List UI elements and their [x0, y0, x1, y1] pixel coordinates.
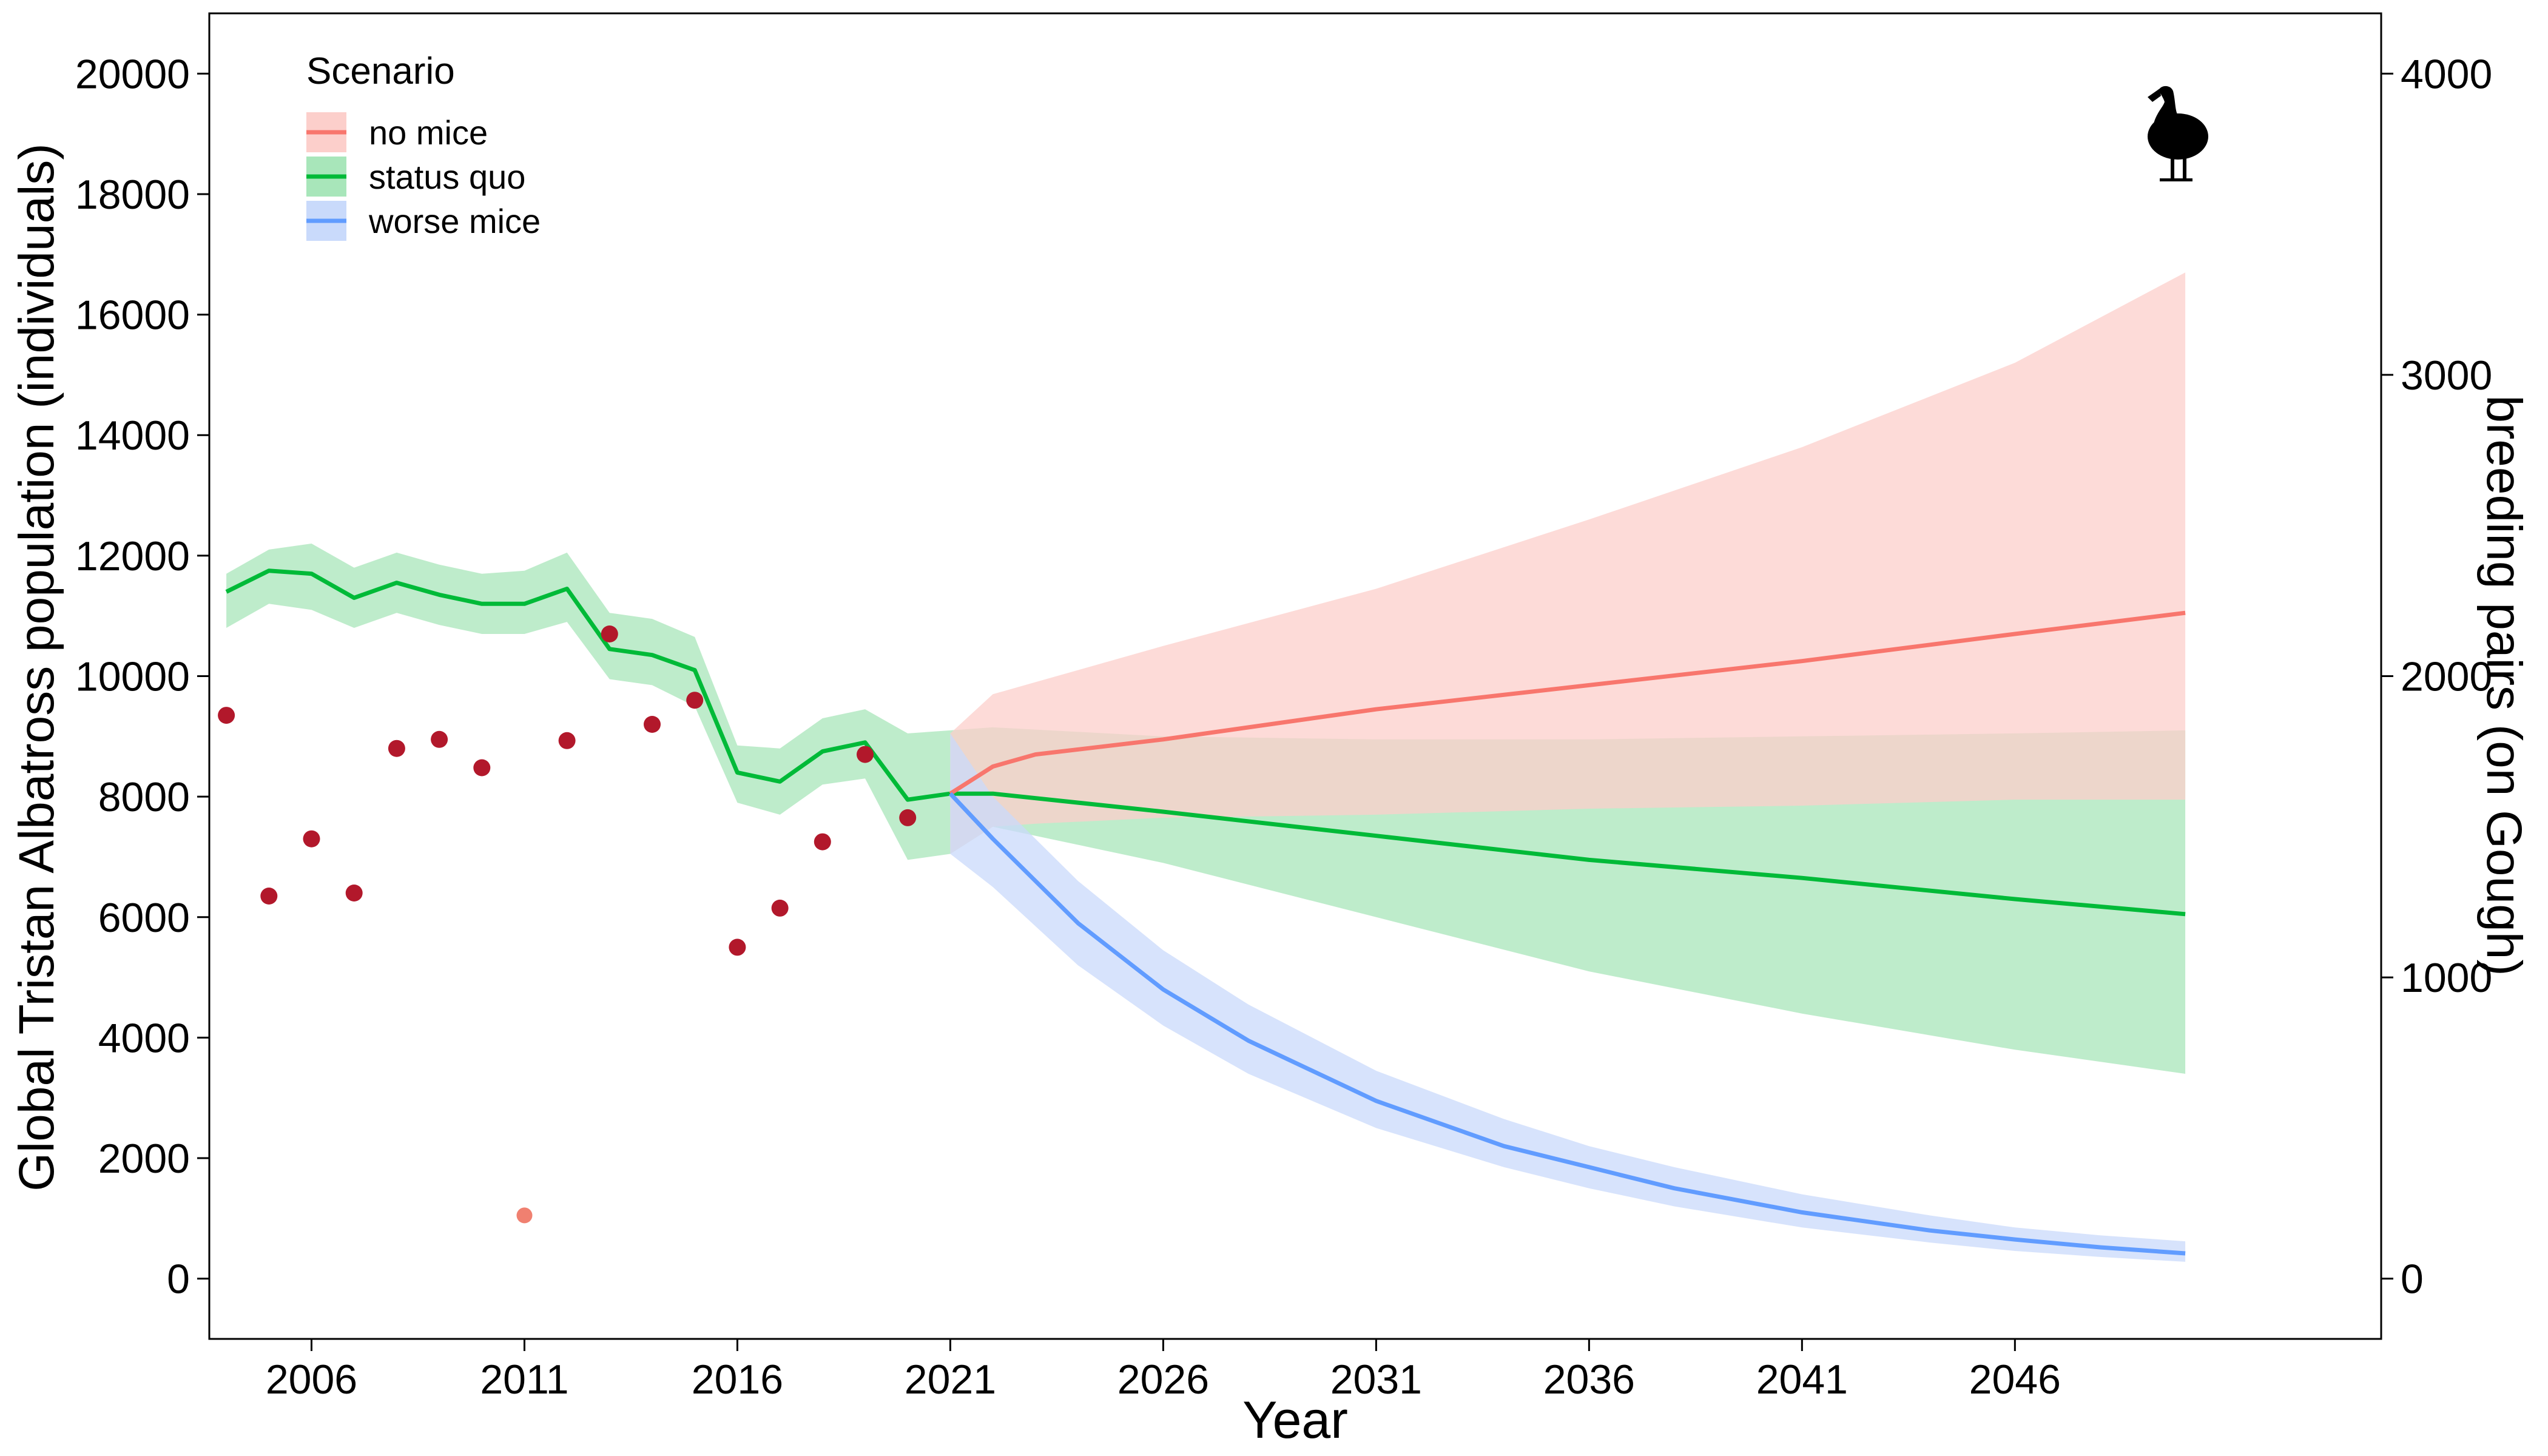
y-right-tick-label: 1000: [2401, 955, 2492, 1001]
y-right-tick-label: 0: [2401, 1256, 2424, 1303]
x-tick-label: 2016: [692, 1357, 783, 1403]
observed-point: [857, 746, 874, 763]
y-tick-label: 18000: [75, 172, 190, 218]
y-tick-label: 14000: [75, 413, 190, 459]
band-worse-mice: [950, 733, 2186, 1262]
y-tick-label: 10000: [75, 654, 190, 700]
y-tick-label: 20000: [75, 51, 190, 97]
observed-point: [558, 732, 576, 749]
y-tick-label: 12000: [75, 533, 190, 579]
line-status-quo-historical: [225, 568, 951, 802]
x-axis-label: Year: [1242, 1391, 1348, 1449]
observed-point: [771, 899, 789, 917]
x-tick-label: 2041: [1756, 1357, 1848, 1403]
legend-label-no-mice: no mice: [369, 113, 488, 152]
y-axis-left: 0 2000 4000 6000 8000 10000 12000 14000 16000 180…: [75, 51, 209, 1303]
observed-point: [388, 740, 405, 757]
y-tick-label: 8000: [98, 774, 190, 820]
observed-points: [218, 625, 917, 1224]
y-axis-label: Global Tristan Albatross population (ind…: [9, 143, 64, 1191]
observed-point: [260, 888, 278, 905]
line-worse-mice: [948, 792, 2186, 1256]
y-right-tick-label: 2000: [2401, 654, 2492, 700]
observed-point: [644, 716, 661, 733]
x-tick-label: 2036: [1543, 1357, 1635, 1403]
x-tick-label: 2046: [1969, 1357, 2061, 1403]
y-tick-label: 0: [167, 1256, 190, 1303]
y-right-tick-label: 4000: [2401, 51, 2492, 97]
observed-point: [814, 833, 831, 851]
observed-point: [601, 625, 618, 642]
observed-point: [686, 692, 704, 709]
observed-point: [899, 809, 917, 826]
observed-point: [218, 707, 235, 724]
y-axis-right: 0 1000 2000 3000 4000: [2381, 51, 2492, 1303]
y-tick-label: 2000: [98, 1136, 190, 1182]
y-tick-label: 16000: [75, 292, 190, 339]
x-tick-label: 2021: [905, 1357, 996, 1403]
observed-point: [303, 830, 320, 848]
x-tick-label: 2011: [480, 1357, 568, 1403]
observed-point: [431, 730, 448, 748]
observed-point: [345, 885, 363, 902]
x-axis: 2006 2011 2016 2021 2026 2031 2036 2041 2046: [266, 1339, 2061, 1403]
series-lines: [225, 568, 2186, 1256]
legend-label-worse-mice: worse mice: [368, 202, 541, 240]
observed-point: [729, 939, 746, 956]
y-tick-label: 6000: [98, 895, 190, 941]
x-tick-label: 2031: [1330, 1357, 1422, 1403]
x-tick-label: 2026: [1117, 1357, 1209, 1403]
observed-point: [473, 759, 491, 777]
legend: Scenario no mice status quo worse mice: [306, 50, 541, 241]
line-status-quo: [950, 791, 2186, 917]
y-axis-right-label: breeding pairs (on Gough): [2476, 395, 2532, 976]
outlier-point: [516, 1207, 533, 1224]
legend-title: Scenario: [306, 50, 455, 92]
line-no-mice: [949, 610, 2186, 796]
y-right-tick-label: 3000: [2401, 352, 2492, 399]
albatross-silhouette-icon: [2148, 86, 2208, 181]
band-no-mice: [950, 272, 2186, 854]
legend-label-status-quo: status quo: [369, 158, 525, 196]
x-tick-label: 2006: [266, 1357, 357, 1403]
y-tick-label: 4000: [98, 1015, 190, 1061]
